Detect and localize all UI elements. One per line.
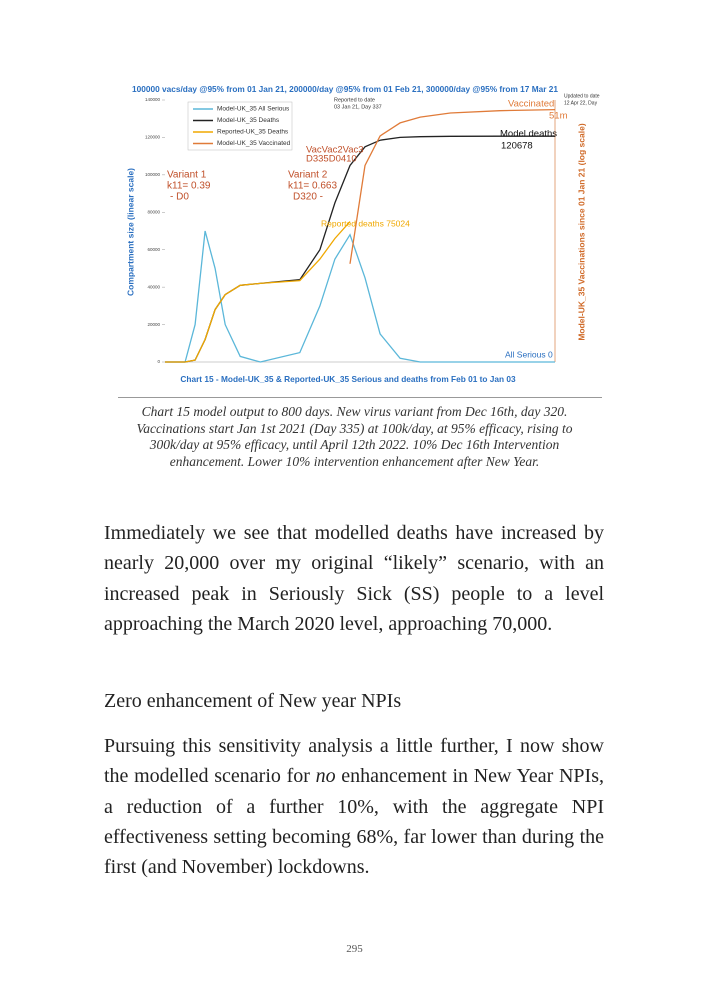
y-tick-label: 0 xyxy=(157,359,160,364)
annotation: k11= 0.39 xyxy=(167,181,211,192)
series-line xyxy=(165,230,555,363)
annotation: Model deaths xyxy=(500,129,557,140)
y2-axis-title: Model-UK_35 Vaccinations since 01 Jan 21… xyxy=(576,123,586,340)
series-line xyxy=(165,221,351,363)
caption-line: Vaccinations start Jan 1st 2021 (Day 335… xyxy=(136,420,573,436)
legend-label: Model-UK_35 Deaths xyxy=(217,117,280,124)
separator xyxy=(118,397,602,398)
annotation: Vaccinated xyxy=(508,99,554,110)
caption-line: Chart 15 model output to 800 days. New v… xyxy=(141,404,568,419)
annotation: 120678 xyxy=(501,141,533,152)
annotation: Updated to date xyxy=(564,93,600,99)
chart-title: 100000 vacs/day @95% from 01 Jan 21, 200… xyxy=(132,84,558,94)
legend-label: Model-UK_35 All Serious xyxy=(217,106,290,113)
text: enhancement in New Year NPIs, a reductio… xyxy=(104,765,604,879)
annotation: 03 Jan 21, Day 337 xyxy=(334,104,382,110)
annotation: k11= 0.663 xyxy=(288,181,337,192)
emphasis: no xyxy=(315,765,336,788)
annotation: D320 - xyxy=(293,192,323,203)
paragraph: Immediately we see that modelled deaths … xyxy=(104,522,604,635)
annotation: All Serious 0 xyxy=(505,349,553,359)
annotation: VacVac2Vac3 xyxy=(306,145,364,156)
legend-box xyxy=(187,101,293,151)
legend-label: Reported-UK_35 Deaths xyxy=(217,129,289,136)
annotation: - D0 xyxy=(170,192,189,203)
annotation: D335D0410 xyxy=(306,154,357,165)
annotation: Reported deaths 75024 xyxy=(321,218,410,228)
heading: Zero enhancement of New year NPIs xyxy=(104,690,402,712)
text: Pursuing this sensitivity analysis a lit… xyxy=(104,735,604,788)
annotation: Reported to date xyxy=(334,97,375,103)
caption-line: enhancement. Lower 10% intervention enha… xyxy=(169,453,540,469)
caption-line: 300k/day at 95% efficacy, until April 12… xyxy=(149,437,560,452)
paragraph: Pursuing this sensitivity analysis a lit… xyxy=(104,731,604,882)
annotation: 12 Apr 22, Day xyxy=(564,100,598,106)
y-tick-label: 100000 xyxy=(145,172,161,177)
y-tick-label: 120000 xyxy=(145,135,161,140)
annotation: Variant 1 xyxy=(167,170,207,181)
y-axis-title: Compartment size (linear scale) xyxy=(125,168,135,296)
series-line xyxy=(165,135,555,363)
annotation: Variant 2 xyxy=(288,170,328,181)
chart: 100000 vacs/day @95% from 01 Jan 21, 200… xyxy=(125,84,600,384)
y-tick-label: 40000 xyxy=(147,284,160,289)
series-line xyxy=(349,108,556,264)
chart-subtitle: Chart 15 - Model-UK_35 & Reported-UK_35 … xyxy=(180,374,516,384)
annotation: 51m xyxy=(549,111,568,122)
y-tick-label: 140000 xyxy=(145,97,161,102)
legend-label: Model-UK_35 Vaccinated xyxy=(217,140,291,147)
page-number: 295 xyxy=(346,943,363,955)
y-tick-label: 60000 xyxy=(147,247,160,252)
y-tick-label: 20000 xyxy=(147,322,160,327)
y-tick-label: 80000 xyxy=(147,209,160,214)
